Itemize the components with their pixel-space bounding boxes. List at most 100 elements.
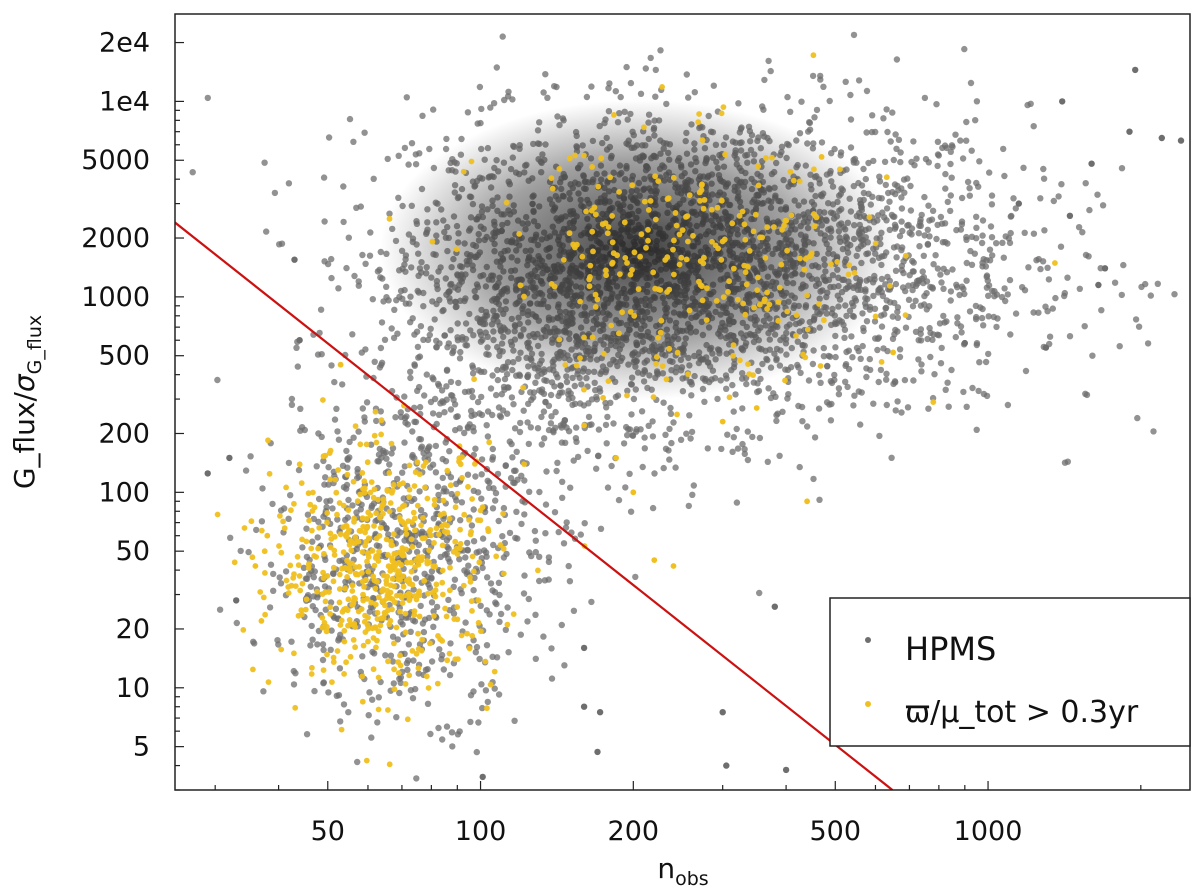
hpms-point (441, 409, 448, 416)
hpms-point (685, 502, 692, 510)
hpms-point (1116, 343, 1123, 350)
parallax-point (734, 296, 741, 303)
hpms-point (892, 131, 899, 138)
hpms-point (898, 218, 905, 225)
parallax-point (419, 554, 426, 560)
parallax-point (288, 507, 294, 514)
hpms-point (389, 658, 397, 665)
hpms-point (875, 378, 882, 386)
hpms-point (585, 413, 593, 421)
parallax-point (303, 538, 310, 545)
parallax-point (471, 376, 477, 383)
hpms-point (355, 428, 362, 435)
hpms-point (508, 394, 516, 401)
hpms-point (269, 500, 276, 508)
parallax-point (262, 611, 268, 618)
hpms-point (525, 400, 532, 407)
hpms-point (517, 419, 524, 427)
hpms-point (496, 412, 504, 419)
parallax-point (324, 573, 331, 579)
parallax-point (241, 525, 248, 531)
parallax-point (581, 334, 587, 341)
hpms-point (447, 640, 454, 647)
hpms-point (701, 398, 708, 405)
hpms-point (931, 371, 938, 378)
hpms-point (369, 648, 376, 656)
parallax-point (469, 496, 475, 502)
hpms-point (318, 433, 325, 441)
hpms-point (325, 464, 332, 471)
parallax-point (715, 245, 721, 252)
parallax-point (327, 476, 333, 483)
hpms-point (312, 606, 319, 614)
hpms-point (918, 368, 925, 375)
hpms-point (559, 478, 566, 485)
hpms-point (489, 653, 496, 660)
parallax-point (464, 630, 470, 637)
hpms-point (532, 611, 539, 618)
hpms-point (900, 269, 907, 277)
hpms-point (632, 573, 639, 581)
hpms-point (1081, 323, 1088, 330)
parallax-point (334, 511, 340, 518)
hpms-point (548, 413, 555, 420)
hpms-point (495, 517, 502, 525)
hpms-point (874, 346, 881, 354)
parallax-point (902, 312, 909, 318)
parallax-point (771, 224, 777, 230)
parallax-point (359, 673, 366, 680)
hpms-point (288, 395, 296, 403)
parallax-point (603, 272, 609, 279)
parallax-point (720, 294, 727, 300)
hpms-point (485, 484, 493, 491)
hpms-point (943, 269, 951, 276)
parallax-point (517, 282, 524, 289)
hpms-point (647, 54, 654, 62)
parallax-point (346, 565, 353, 572)
parallax-point (388, 440, 395, 447)
hpms-point (285, 180, 293, 187)
hpms-point (311, 687, 318, 695)
parallax-point (457, 540, 464, 547)
hpms-point (874, 335, 881, 342)
parallax-point (307, 501, 314, 508)
hpms-point (779, 408, 786, 415)
hpms-point (909, 286, 916, 294)
hpms-point (470, 506, 477, 513)
hpms-point (355, 282, 362, 289)
parallax-point (375, 496, 381, 503)
hpms-point (339, 557, 346, 564)
parallax-point (467, 578, 474, 585)
hpms-point (916, 243, 923, 250)
parallax-point (364, 523, 371, 530)
hpms-point (1089, 352, 1096, 359)
parallax-point (324, 651, 330, 658)
hpms-point (331, 378, 338, 386)
parallax-point (594, 296, 601, 303)
parallax-point (466, 517, 472, 523)
parallax-point (424, 495, 431, 502)
parallax-point (403, 577, 410, 584)
hpms-point (610, 420, 617, 427)
parallax-point (400, 547, 407, 553)
parallax-point (364, 558, 370, 565)
parallax-point (627, 309, 634, 315)
hpms-point (847, 116, 855, 123)
hpms-point (400, 495, 407, 502)
hpms-point (458, 499, 466, 506)
hpms-point (420, 336, 427, 343)
hpms-point (454, 413, 461, 420)
hpms-point (332, 605, 340, 612)
parallax-point (348, 547, 355, 554)
hpms-point (1083, 391, 1091, 399)
hpms-point (489, 505, 497, 512)
parallax-point (415, 590, 422, 597)
hpms-point (412, 575, 420, 582)
hpms-point (330, 570, 337, 578)
hpms-point (882, 305, 889, 312)
parallax-point (349, 588, 356, 594)
hpms-point (653, 3, 659, 9)
parallax-point (352, 644, 358, 651)
hpms-point (297, 405, 304, 412)
hpms-point (405, 641, 412, 648)
